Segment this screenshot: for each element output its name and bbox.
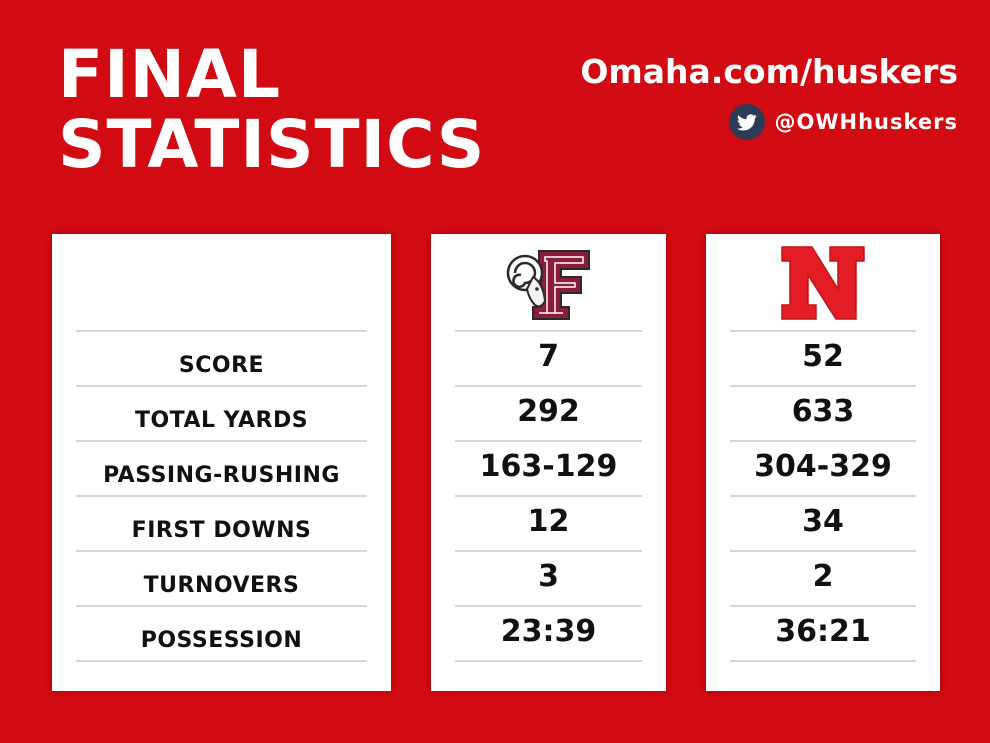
- stat-label-row: SCORE: [76, 332, 367, 387]
- team2-score: 52: [802, 339, 844, 374]
- team1-turnovers: 3: [538, 559, 559, 594]
- team2-stat-row: 2: [730, 552, 916, 607]
- stat-label-turnovers: TURNOVERS: [143, 573, 300, 598]
- stat-label-row: TOTAL YARDS: [76, 387, 367, 442]
- twitter-handle-row: @OWHhuskers: [728, 104, 959, 140]
- stat-label-possession: POSSESSION: [140, 628, 303, 653]
- team1-stat-row: 292: [455, 387, 642, 442]
- twitter-handle: @OWHhuskers: [774, 110, 958, 134]
- team2-total-yards: 633: [791, 394, 855, 429]
- stat-label-row: FIRST DOWNS: [76, 497, 367, 552]
- fordham-rams-logo: [431, 240, 666, 326]
- team2-stat-row: 304-329: [730, 442, 916, 497]
- team1-stat-row: 7: [455, 332, 642, 387]
- team2-stat-row: 52: [730, 332, 916, 387]
- stat-label-passing-rushing: PASSING-RUSHING: [103, 463, 340, 488]
- team1-first-downs: 12: [527, 504, 570, 539]
- team1-score: 7: [538, 339, 559, 374]
- stat-label-total-yards: TOTAL YARDS: [134, 408, 309, 433]
- team2-stat-row: 34: [730, 497, 916, 552]
- stat-labels-list: SCORE TOTAL YARDS PASSING-RUSHING FIRST …: [76, 330, 367, 662]
- team1-possession: 23:39: [500, 614, 597, 649]
- team1-stat-row: 23:39: [455, 607, 642, 662]
- team2-first-downs: 34: [802, 504, 844, 539]
- stat-label-row: POSSESSION: [76, 607, 367, 662]
- title-line-1: FINAL: [58, 36, 282, 113]
- team1-stat-row: 163-129: [455, 442, 642, 497]
- team2-passing-rushing: 304-329: [754, 449, 892, 484]
- stat-label-score: SCORE: [178, 353, 265, 378]
- team2-stat-row: 36:21: [730, 607, 916, 662]
- team1-stats-card: 7 292 163-129 12 3 23:39: [431, 234, 666, 691]
- stat-label-row: PASSING-RUSHING: [76, 442, 367, 497]
- team1-total-yards: 292: [517, 394, 580, 429]
- title-line-2: STATISTICS: [58, 106, 486, 183]
- nebraska-n-logo: [706, 240, 940, 326]
- page-title: FINAL STATISTICS: [58, 40, 485, 180]
- stat-label-first-downs: FIRST DOWNS: [131, 518, 312, 543]
- website-url: Omaha.com/huskers: [580, 52, 958, 91]
- team2-stat-row: 633: [730, 387, 916, 442]
- team2-turnovers: 2: [812, 559, 834, 594]
- team2-stats-card: 52 633 304-329 34 2 36:21: [706, 234, 940, 691]
- team1-stat-row: 12: [455, 497, 642, 552]
- twitter-bird-icon: [728, 104, 765, 140]
- team1-passing-rushing: 163-129: [479, 449, 618, 484]
- stat-label-row: TURNOVERS: [76, 552, 367, 607]
- team1-stats-list: 7 292 163-129 12 3 23:39: [455, 330, 642, 662]
- team2-stats-list: 52 633 304-329 34 2 36:21: [730, 330, 916, 662]
- team2-possession: 36:21: [775, 614, 871, 649]
- team1-stat-row: 3: [455, 552, 642, 607]
- stat-labels-card: SCORE TOTAL YARDS PASSING-RUSHING FIRST …: [52, 234, 391, 691]
